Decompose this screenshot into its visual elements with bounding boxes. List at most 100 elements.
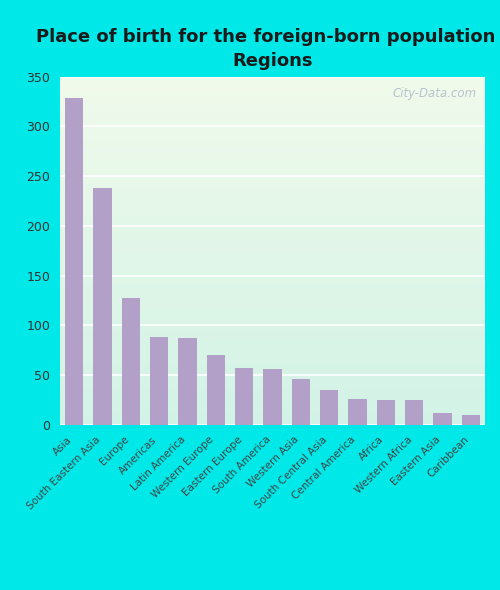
Bar <box>60 310 485 312</box>
Bar <box>60 374 485 376</box>
Bar <box>60 331 485 333</box>
Bar <box>60 337 485 339</box>
Bar <box>60 132 485 134</box>
Bar <box>60 409 485 411</box>
Bar <box>60 308 485 310</box>
Bar <box>65 97 84 425</box>
Bar <box>60 216 485 218</box>
Bar <box>60 94 485 96</box>
Bar <box>60 362 485 364</box>
Bar <box>60 134 485 136</box>
Bar <box>60 368 485 369</box>
Bar <box>60 195 485 197</box>
Bar <box>60 84 485 86</box>
Bar <box>60 304 485 306</box>
Bar <box>60 137 485 139</box>
Bar <box>60 350 485 352</box>
Bar <box>60 385 485 386</box>
Bar <box>60 404 485 406</box>
Bar <box>60 240 485 242</box>
Bar <box>60 221 485 223</box>
Bar <box>60 199 485 200</box>
Bar <box>60 286 485 287</box>
Bar <box>60 179 485 181</box>
Bar <box>60 414 485 416</box>
Bar <box>60 119 485 120</box>
Bar <box>206 355 225 425</box>
Bar <box>60 207 485 209</box>
Bar <box>60 313 485 315</box>
Bar <box>60 183 485 185</box>
Bar <box>320 390 338 425</box>
Bar <box>60 145 485 146</box>
Bar <box>60 260 485 261</box>
Bar <box>60 150 485 152</box>
Bar <box>60 219 485 221</box>
Bar <box>60 126 485 127</box>
Bar <box>60 317 485 319</box>
Bar <box>60 348 485 350</box>
Bar <box>60 242 485 244</box>
Bar <box>60 355 485 357</box>
Bar <box>434 413 452 425</box>
Bar <box>60 366 485 368</box>
Bar <box>60 315 485 317</box>
Bar <box>60 178 485 179</box>
Bar <box>60 289 485 291</box>
Bar <box>60 204 485 205</box>
Bar <box>60 406 485 407</box>
Bar <box>348 399 366 425</box>
Bar <box>60 228 485 230</box>
Bar <box>60 383 485 385</box>
Bar <box>60 357 485 359</box>
Bar <box>60 143 485 145</box>
Bar <box>60 411 485 412</box>
Bar <box>60 122 485 124</box>
Bar <box>60 322 485 324</box>
Bar <box>60 146 485 148</box>
Bar <box>60 298 485 300</box>
Bar <box>60 371 485 373</box>
Bar <box>60 225 485 227</box>
Bar <box>60 129 485 130</box>
Bar <box>60 270 485 271</box>
Bar <box>60 188 485 190</box>
Bar <box>60 162 485 164</box>
Bar <box>60 171 485 172</box>
Bar <box>60 234 485 235</box>
Bar <box>60 99 485 101</box>
Bar <box>60 319 485 320</box>
Bar <box>60 218 485 219</box>
Bar <box>60 416 485 418</box>
Bar <box>60 397 485 399</box>
Bar <box>60 186 485 188</box>
Bar <box>60 164 485 165</box>
Bar <box>60 345 485 346</box>
Bar <box>60 394 485 395</box>
Bar <box>292 379 310 425</box>
Bar <box>60 148 485 150</box>
Bar <box>60 232 485 234</box>
Bar <box>60 91 485 93</box>
Bar <box>60 320 485 322</box>
Bar <box>60 157 485 159</box>
Bar <box>60 312 485 313</box>
Bar <box>60 421 485 423</box>
Bar <box>60 419 485 421</box>
Title: Place of birth for the foreign-born population -
Regions: Place of birth for the foreign-born popu… <box>36 28 500 70</box>
Bar <box>60 401 485 402</box>
Bar <box>60 303 485 304</box>
Bar <box>60 159 485 160</box>
Bar <box>178 338 196 425</box>
Bar <box>60 214 485 216</box>
Bar <box>60 165 485 167</box>
Bar <box>60 101 485 103</box>
Bar <box>60 108 485 110</box>
Bar <box>60 386 485 388</box>
Bar <box>60 211 485 212</box>
Bar <box>60 353 485 355</box>
Bar <box>60 141 485 143</box>
Bar <box>60 293 485 294</box>
Bar <box>60 412 485 414</box>
Bar <box>60 78 485 80</box>
